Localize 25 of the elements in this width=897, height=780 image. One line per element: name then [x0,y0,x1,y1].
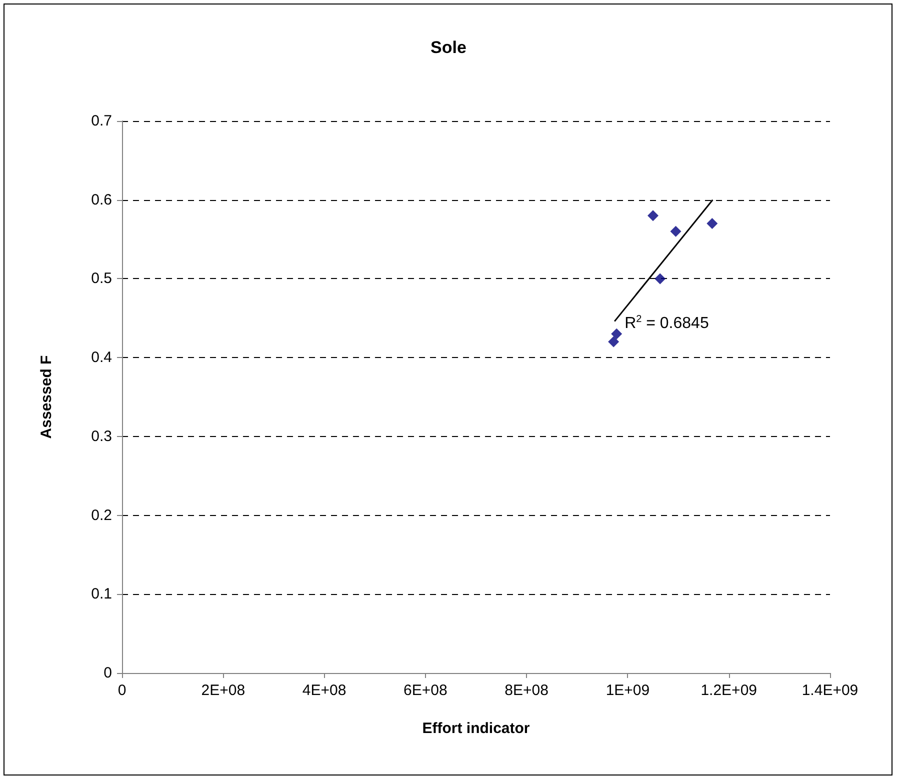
y-tick-label: 0 [104,664,112,682]
point [648,210,658,222]
x-tick-label: 4E+08 [302,682,346,699]
y-tick-label: 0.5 [91,270,112,288]
y-tick-label: 0.7 [91,112,112,130]
x-tick-label: 2E+08 [201,682,246,699]
y-tick-label: 0.2 [91,506,112,524]
x-tick-label: 1E+09 [606,682,650,699]
x-axis-title: Effort indicator [422,720,530,737]
y-tick-label: 0.3 [91,428,112,445]
x-tick-label: 8E+08 [504,682,548,699]
x-tick-label: 6E+08 [404,682,448,699]
chart-title: Sole [430,38,466,57]
y-tick-label: 0.1 [91,586,112,603]
point [654,273,666,284]
y-tick-label: 0.6 [91,191,112,208]
point [670,226,682,237]
x-tick-label: 1.2E+09 [700,682,758,699]
x-tick-label: 0 [118,682,126,699]
point [608,336,620,348]
x-tick-label: 1.4E+09 [802,682,858,699]
y-axis-title: Assessed F [38,355,55,439]
y-tick-label: 0.4 [91,349,112,366]
point [706,218,718,230]
point [611,328,622,340]
